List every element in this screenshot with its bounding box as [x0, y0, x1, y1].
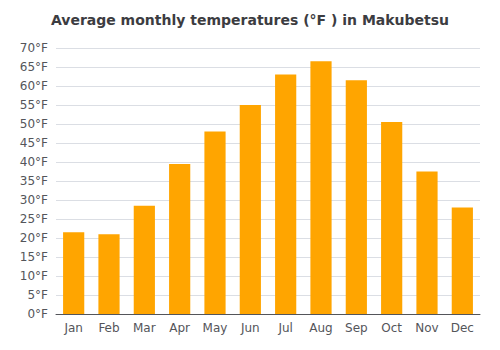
- svg-text:Average monthly temperatures (: Average monthly temperatures (°F ) in Ma…: [51, 12, 449, 28]
- svg-text:60°F: 60°F: [20, 79, 48, 93]
- svg-text:25°F: 25°F: [20, 212, 48, 226]
- svg-text:Dec: Dec: [451, 321, 474, 335]
- svg-text:Jul: Jul: [277, 321, 292, 335]
- svg-text:Sep: Sep: [345, 321, 368, 335]
- svg-text:Jan: Jan: [63, 321, 83, 335]
- svg-text:0°F: 0°F: [27, 307, 48, 321]
- svg-text:20°F: 20°F: [20, 231, 48, 245]
- svg-text:15°F: 15°F: [20, 250, 48, 264]
- svg-text:Mar: Mar: [133, 321, 156, 335]
- svg-text:May: May: [203, 321, 228, 335]
- svg-text:55°F: 55°F: [20, 98, 48, 112]
- svg-text:35°F: 35°F: [20, 174, 48, 188]
- svg-text:Feb: Feb: [98, 321, 119, 335]
- svg-text:10°F: 10°F: [20, 269, 48, 283]
- svg-text:40°F: 40°F: [20, 155, 48, 169]
- svg-text:5°F: 5°F: [27, 288, 48, 302]
- svg-text:65°F: 65°F: [20, 60, 48, 74]
- svg-text:70°F: 70°F: [20, 41, 48, 55]
- svg-text:Aug: Aug: [309, 321, 332, 335]
- svg-text:30°F: 30°F: [20, 193, 48, 207]
- svg-text:Apr: Apr: [169, 321, 190, 335]
- svg-text:45°F: 45°F: [20, 136, 48, 150]
- svg-text:Jun: Jun: [240, 321, 260, 335]
- svg-text:Oct: Oct: [381, 321, 402, 335]
- svg-text:Nov: Nov: [415, 321, 438, 335]
- svg-text:50°F: 50°F: [20, 117, 48, 131]
